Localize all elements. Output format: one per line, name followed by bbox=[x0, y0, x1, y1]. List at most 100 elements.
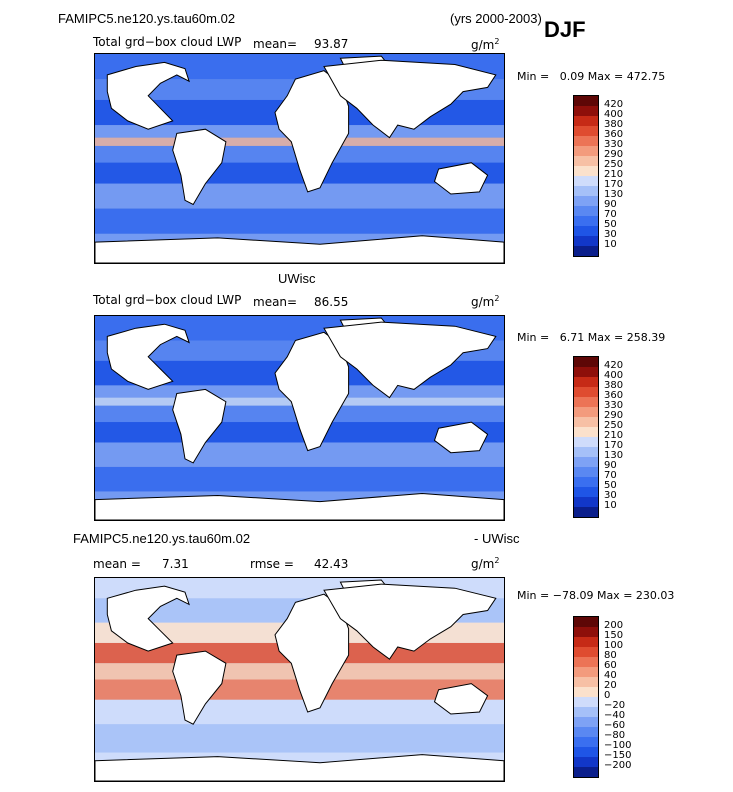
panel3-colorbar bbox=[573, 616, 599, 778]
colorbar-swatch bbox=[574, 96, 598, 106]
colorbar-swatch bbox=[574, 717, 598, 727]
colorbar-tick-label: 10 bbox=[604, 500, 617, 511]
panel1-field-label: Total grd−box cloud LWP bbox=[93, 35, 242, 49]
panel2-mean-label: mean= bbox=[253, 295, 298, 309]
colorbar-swatch bbox=[574, 156, 598, 166]
colorbar-tick-label: 420 bbox=[604, 99, 624, 110]
colorbar-swatch bbox=[574, 417, 598, 427]
colorbar-swatch bbox=[574, 367, 598, 377]
value-band bbox=[95, 724, 504, 753]
colorbar-tick-label: 20 bbox=[604, 680, 617, 691]
colorbar-swatch bbox=[574, 697, 598, 707]
colorbar-tick-label: 210 bbox=[604, 169, 624, 180]
panel1-mean-label: mean= bbox=[253, 37, 298, 51]
colorbar-swatch bbox=[574, 387, 598, 397]
colorbar-swatch bbox=[574, 617, 598, 627]
value-band bbox=[95, 183, 504, 209]
continent-outline bbox=[433, 162, 489, 195]
years-label: (yrs 2000-2003) bbox=[450, 11, 542, 26]
continent-outline bbox=[172, 388, 227, 464]
panel3-mean-value: 7.31 bbox=[162, 557, 189, 571]
panel3-mean-label: mean = bbox=[93, 557, 141, 571]
colorbar-tick-label: 130 bbox=[604, 189, 624, 200]
colorbar-tick-label: −100 bbox=[604, 740, 632, 751]
colorbar-tick-label: 210 bbox=[604, 430, 624, 441]
colorbar-tick-label: −200 bbox=[604, 760, 632, 771]
colorbar-tick-label: 200 bbox=[604, 620, 624, 631]
colorbar-tick-label: 90 bbox=[604, 460, 617, 471]
colorbar-swatch bbox=[574, 457, 598, 467]
colorbar-tick-label: −40 bbox=[604, 710, 626, 721]
colorbar-swatch bbox=[574, 136, 598, 146]
colorbar-tick-label: 420 bbox=[604, 360, 624, 371]
colorbar-swatch bbox=[574, 747, 598, 757]
colorbar-swatch bbox=[574, 397, 598, 407]
colorbar-swatch bbox=[574, 186, 598, 196]
colorbar-tick-label: 150 bbox=[604, 630, 624, 641]
colorbar-swatch bbox=[574, 737, 598, 747]
continent-outline bbox=[323, 321, 497, 399]
colorbar-tick-label: 90 bbox=[604, 199, 617, 210]
colorbar-swatch bbox=[574, 236, 598, 246]
colorbar-swatch bbox=[574, 707, 598, 717]
panel3-rmse-label: rmse = bbox=[250, 557, 294, 571]
colorbar-tick-label: 250 bbox=[604, 420, 624, 431]
colorbar-swatch bbox=[574, 126, 598, 136]
value-band bbox=[95, 442, 504, 467]
panel2-colorbar bbox=[573, 356, 599, 518]
continent-outline bbox=[172, 128, 227, 206]
colorbar-tick-label: 40 bbox=[604, 670, 617, 681]
colorbar-swatch bbox=[574, 647, 598, 657]
colorbar-swatch bbox=[574, 637, 598, 647]
colorbar-swatch bbox=[574, 427, 598, 437]
colorbar-swatch bbox=[574, 687, 598, 697]
colorbar-swatch bbox=[574, 226, 598, 236]
colorbar-swatch bbox=[574, 377, 598, 387]
colorbar-swatch bbox=[574, 437, 598, 447]
continent-outline bbox=[95, 754, 504, 781]
colorbar-swatch bbox=[574, 767, 598, 777]
colorbar-swatch bbox=[574, 657, 598, 667]
panel2-minmax: Min = 6.71 Max = 258.39 bbox=[517, 331, 666, 344]
panel2-mean-value: 86.55 bbox=[314, 295, 349, 309]
colorbar-tick-label: 170 bbox=[604, 179, 624, 190]
continent-outline bbox=[95, 235, 504, 263]
colorbar-swatch bbox=[574, 146, 598, 156]
continent-outline bbox=[106, 585, 190, 652]
colorbar-swatch bbox=[574, 206, 598, 216]
colorbar-tick-label: 80 bbox=[604, 650, 617, 661]
panel3-minmax: Min = −78.09 Max = 230.03 bbox=[517, 589, 675, 602]
value-band bbox=[95, 208, 504, 234]
panel3-rmse-value: 42.43 bbox=[314, 557, 349, 571]
panel2-units: g/m2 bbox=[471, 294, 500, 309]
season-label: DJF bbox=[544, 17, 586, 42]
colorbar-tick-label: 130 bbox=[604, 450, 624, 461]
colorbar-tick-label: −150 bbox=[604, 750, 632, 761]
colorbar-tick-label: 250 bbox=[604, 159, 624, 170]
colorbar-swatch bbox=[574, 677, 598, 687]
colorbar-tick-label: 30 bbox=[604, 229, 617, 240]
colorbar-swatch bbox=[574, 166, 598, 176]
colorbar-tick-label: 30 bbox=[604, 490, 617, 501]
colorbar-tick-label: −80 bbox=[604, 730, 626, 741]
panel2-title: UWisc bbox=[278, 271, 316, 286]
panel1-colorbar bbox=[573, 95, 599, 257]
colorbar-swatch bbox=[574, 216, 598, 226]
colorbar-tick-label: 170 bbox=[604, 440, 624, 451]
colorbar-swatch bbox=[574, 487, 598, 497]
panel1-mean-value: 93.87 bbox=[314, 37, 349, 51]
colorbar-swatch bbox=[574, 497, 598, 507]
colorbar-swatch bbox=[574, 357, 598, 367]
panel3-diff-left: FAMIPC5.ne120.ys.tau60m.02 bbox=[73, 531, 251, 546]
continent-outline bbox=[172, 650, 227, 725]
panel1-units: g/m2 bbox=[471, 37, 500, 52]
colorbar-swatch bbox=[574, 467, 598, 477]
colorbar-swatch bbox=[574, 407, 598, 417]
colorbar-swatch bbox=[574, 667, 598, 677]
continent-outline bbox=[323, 59, 497, 139]
colorbar-tick-label: 360 bbox=[604, 129, 624, 140]
colorbar-swatch bbox=[574, 507, 598, 517]
colorbar-swatch bbox=[574, 627, 598, 637]
colorbar-tick-label: 10 bbox=[604, 239, 617, 250]
colorbar-tick-label: 330 bbox=[604, 400, 624, 411]
